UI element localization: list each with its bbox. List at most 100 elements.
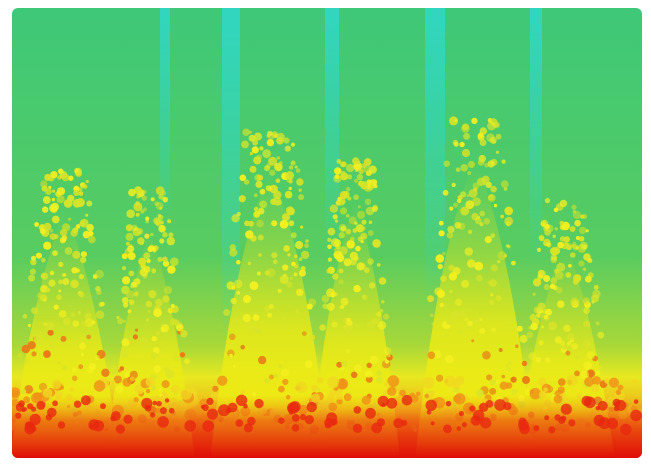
speckle — [267, 313, 272, 318]
speckle — [49, 344, 54, 349]
speckle — [529, 314, 536, 321]
speckle — [137, 228, 143, 234]
speckle — [517, 326, 523, 332]
image-layers — [8, 8, 647, 460]
speckle — [18, 353, 23, 358]
speckle — [255, 327, 262, 334]
speckle — [583, 340, 591, 348]
speckle — [43, 223, 51, 231]
speckle — [34, 222, 39, 227]
speckle — [583, 244, 588, 249]
speckle — [480, 127, 488, 135]
speckle — [377, 263, 381, 267]
speckle — [86, 335, 91, 340]
speckle — [327, 376, 339, 388]
speckle — [489, 379, 496, 386]
speckle — [31, 351, 36, 356]
speckle — [362, 295, 368, 301]
speckle — [58, 262, 63, 267]
speckle — [563, 325, 570, 332]
speckle — [139, 241, 144, 246]
speckle — [468, 161, 475, 168]
speckle — [446, 401, 452, 407]
speckle — [63, 318, 70, 325]
speckle — [288, 220, 294, 226]
speckle — [341, 226, 346, 231]
speckle — [157, 257, 162, 262]
speckle — [548, 322, 557, 331]
speckle — [24, 424, 35, 435]
speckle — [140, 268, 148, 276]
speckle — [387, 387, 396, 396]
speckle — [21, 389, 27, 395]
speckle — [285, 191, 293, 199]
speckle — [44, 174, 51, 181]
speckle — [494, 123, 499, 128]
speckle — [36, 401, 45, 410]
speckle — [133, 334, 138, 339]
speckle — [273, 197, 282, 206]
speckle — [459, 311, 466, 318]
speckle — [155, 299, 163, 307]
speckle — [476, 275, 483, 282]
speckle — [296, 178, 303, 185]
speckle — [583, 321, 590, 328]
speckle — [459, 411, 464, 416]
speckle — [346, 318, 350, 322]
speckle — [291, 232, 297, 238]
speckle — [255, 174, 262, 181]
speckle — [571, 244, 575, 248]
speckle — [241, 141, 249, 149]
speckle — [116, 425, 125, 434]
speckle — [345, 229, 351, 235]
speckle — [558, 378, 566, 386]
speckle — [541, 221, 546, 226]
speckle — [471, 118, 477, 124]
speckle — [243, 314, 251, 322]
speckle — [341, 361, 348, 368]
speckle — [571, 343, 578, 350]
speckle — [294, 254, 298, 258]
speckle — [289, 165, 293, 169]
speckle — [150, 233, 154, 237]
speckle — [240, 390, 245, 395]
speckle — [128, 252, 136, 260]
speckle — [423, 377, 435, 389]
speckle — [453, 272, 457, 276]
speckle — [156, 331, 161, 336]
stripe — [425, 8, 445, 308]
speckle — [248, 262, 252, 266]
speckle — [437, 290, 445, 298]
speckle — [570, 226, 576, 232]
speckle — [237, 291, 241, 295]
speckle — [274, 374, 278, 378]
speckle — [24, 357, 30, 363]
speckle — [357, 262, 365, 270]
speckle — [520, 335, 528, 343]
speckle — [127, 309, 131, 313]
speckle — [594, 415, 605, 426]
speckle — [59, 310, 67, 318]
speckle — [258, 253, 261, 256]
speckle — [446, 319, 452, 325]
speckle — [282, 213, 290, 221]
speckle — [31, 256, 36, 261]
speckle — [250, 281, 259, 290]
speckle — [386, 398, 397, 409]
speckle — [561, 404, 572, 415]
speckle — [471, 415, 481, 425]
speckle — [609, 378, 619, 388]
speckle — [154, 201, 159, 206]
speckle — [240, 345, 245, 350]
speckle — [341, 161, 347, 167]
speckle — [369, 185, 374, 190]
speckle — [278, 386, 285, 393]
speckle — [123, 302, 128, 307]
speckle — [438, 264, 443, 269]
speckle — [449, 207, 453, 211]
speckle — [440, 303, 444, 307]
speckle — [173, 354, 180, 361]
speckle — [83, 184, 88, 189]
speckle — [307, 304, 313, 310]
speckle — [207, 409, 218, 420]
